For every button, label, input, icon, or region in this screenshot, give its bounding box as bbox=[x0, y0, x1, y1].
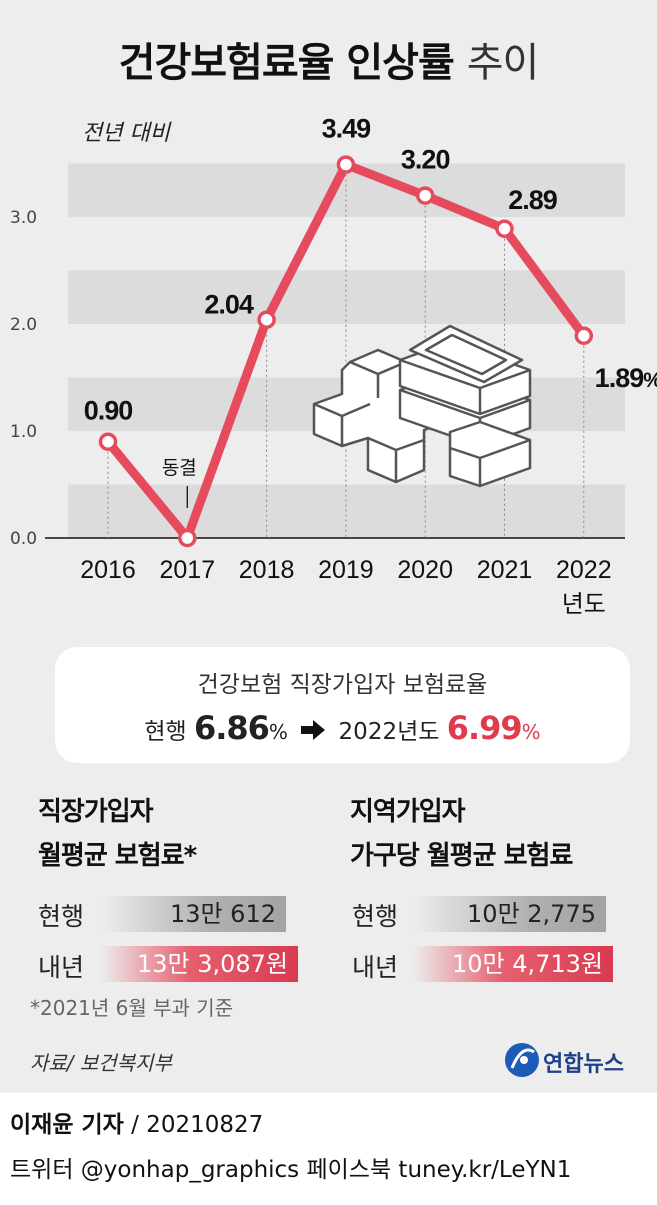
rate-change-line: 현행 6.86% 2022년도 6.99% bbox=[55, 709, 630, 747]
data-point bbox=[495, 219, 514, 239]
data-label: 2.89 bbox=[508, 185, 558, 215]
arrow-right-icon bbox=[301, 720, 326, 740]
title-light: 추이 bbox=[466, 40, 540, 86]
page-title: 건강보험료율 인상률 추이 bbox=[0, 30, 657, 88]
source-credit: 자료/ 보건복지부 bbox=[30, 1051, 172, 1075]
next-rate-unit: % bbox=[521, 720, 541, 744]
next-label: 2022년도 bbox=[338, 719, 440, 745]
byline: 이재윤 기자 / 20210827 bbox=[10, 1105, 263, 1139]
data-label: 3.49 bbox=[322, 114, 372, 144]
x-tick-label: 2017 bbox=[159, 556, 215, 584]
regional-next-bar: 10만 4,713원 bbox=[413, 946, 613, 982]
y-tick-label: 2.0 bbox=[10, 315, 37, 335]
regional-next-label: 내년 bbox=[352, 953, 399, 982]
x-tick-label: 2020 bbox=[397, 556, 453, 584]
current-rate: 6.86 bbox=[193, 709, 270, 747]
regional-current-label: 현행 bbox=[352, 902, 399, 931]
line-chart: 0.0 1.0 2.0 3.0 0.90 2.04 3.49 3.20 2.89 1.89% 동결 2… bbox=[10, 114, 657, 618]
x-tick-label: 2016 bbox=[80, 556, 136, 584]
regional-heading-line2: 가구당 월평균 보험료 bbox=[350, 841, 573, 871]
data-label: 0.90 bbox=[84, 396, 133, 426]
x-tick-label: 2019 bbox=[318, 556, 374, 584]
data-point bbox=[336, 155, 356, 174]
x-tick-label: 2021 bbox=[477, 556, 533, 584]
social-links: 트위터 @yonhap_graphics 페이스북 tuney.kr/LeYN1 bbox=[10, 1157, 572, 1183]
y-tick-label: 3.0 bbox=[10, 208, 37, 228]
grid-band-2 bbox=[68, 270, 625, 324]
regional-heading-line1: 지역가입자 bbox=[350, 797, 466, 827]
employee-current-label: 현행 bbox=[38, 902, 85, 931]
data-label: 1.89% bbox=[595, 363, 657, 393]
y-tick-label: 1.0 bbox=[10, 422, 37, 442]
regional-heading: 지역가입자 가구당 월평균 보험료 bbox=[350, 790, 573, 878]
employee-next-bar: 13만 3,087원 bbox=[100, 946, 298, 982]
byline-date: / 20210827 bbox=[123, 1112, 264, 1138]
regional-current-bar: 10만 2,775 bbox=[413, 896, 606, 932]
data-label: 3.20 bbox=[401, 145, 450, 175]
footnote: *2021년 6월 부과 기준 bbox=[30, 996, 234, 1020]
data-point bbox=[178, 528, 197, 548]
data-point bbox=[415, 186, 435, 205]
logo-text: 연합뉴스 bbox=[543, 1052, 624, 1077]
yonhap-logo bbox=[505, 1043, 539, 1077]
rate-info-box: 건강보험 직장가입자 보험료율 현행 6.86% 2022년도 6.99% bbox=[55, 647, 630, 763]
employee-heading-line1: 직장가입자 bbox=[38, 797, 154, 827]
chart-subtitle: 전년 대비 bbox=[82, 121, 172, 146]
employee-next-label: 내년 bbox=[38, 953, 85, 982]
x-tick-label: 2018 bbox=[239, 556, 295, 584]
employee-heading-line2: 월평균 보험료* bbox=[38, 841, 197, 871]
employee-heading: 직장가입자 월평균 보험료* bbox=[38, 790, 197, 878]
data-point bbox=[98, 432, 118, 451]
data-label: 2.04 bbox=[204, 290, 254, 320]
current-label: 현행 bbox=[144, 719, 187, 745]
current-rate-unit: % bbox=[268, 720, 288, 744]
data-point bbox=[574, 326, 594, 346]
data-label-unit: % bbox=[643, 369, 657, 392]
money-illustration bbox=[312, 324, 532, 488]
x-axis-unit: 년도 bbox=[562, 590, 606, 618]
annotation-label: 동결 bbox=[162, 457, 197, 479]
next-rate: 6.99 bbox=[446, 709, 523, 747]
byline-name: 이재윤 기자 bbox=[10, 1112, 124, 1138]
employee-current-bar: 13만 612 bbox=[100, 896, 286, 932]
y-tick-label: 0.0 bbox=[10, 529, 37, 549]
x-tick-label: 2022 bbox=[556, 556, 612, 584]
title-main: 건강보험료율 인상률 bbox=[118, 40, 455, 86]
data-point bbox=[257, 310, 276, 329]
info-title: 건강보험 직장가입자 보험료율 bbox=[197, 672, 488, 698]
